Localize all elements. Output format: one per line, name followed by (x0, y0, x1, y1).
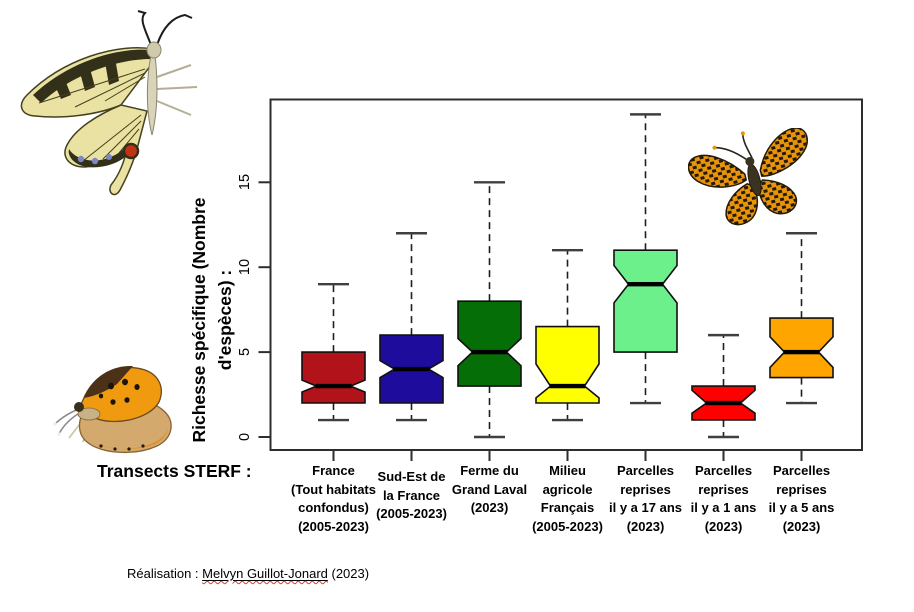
category-label-7: Parcelles reprises il y a 5 ans (2023) (769, 462, 835, 536)
median-line (783, 349, 820, 355)
attribution-author: Melvyn Guillot-Jonard (202, 566, 328, 581)
boxplot-2 (379, 232, 444, 461)
category-label-line: (2005-2023) (298, 518, 369, 534)
boxplot-6 (691, 333, 756, 461)
category-label-line: agricole (542, 481, 593, 497)
y-tick-label: 15 (237, 174, 253, 191)
attribution-text: Réalisation : Melvyn Guillot-Jonard (202… (127, 566, 369, 581)
category-label-line: (2023) (626, 518, 665, 534)
category-label-line: la France (382, 487, 441, 503)
category-label-line: Parcelles (694, 463, 753, 478)
boxplot-1 (301, 282, 366, 461)
median-line (705, 400, 742, 406)
category-label-line: (2023) (470, 500, 509, 516)
fritillary-butterfly (688, 128, 808, 226)
median-line (315, 383, 352, 389)
category-label-line: Parcelles (616, 463, 675, 478)
category-label-line: (2005-2023) (532, 518, 603, 534)
fritillary-butterfly-image (688, 128, 808, 226)
box (301, 351, 366, 404)
category-label-line: (2023) (782, 518, 821, 534)
category-label-3: Ferme du Grand Laval (2023) (452, 462, 527, 518)
swallowtail-butterfly-image (20, 10, 197, 196)
y-axis-title: Richesse spécifique (Nombre d'espèces) : (186, 197, 238, 442)
median-line (627, 281, 664, 287)
small-copper-butterfly (53, 365, 172, 454)
copper-butterfly-image (53, 365, 172, 454)
category-label-line: reprises (620, 481, 671, 497)
category-label-line: (2023) (704, 518, 743, 534)
category-label-line: confondus) (298, 500, 369, 516)
category-label-line: France (312, 463, 355, 478)
category-label-line: Français (540, 500, 595, 516)
boxplot-4 (535, 249, 600, 461)
attribution-prefix: Réalisation : (127, 566, 203, 581)
category-label-line: il y a 1 ans (690, 500, 757, 516)
category-label-line: reprises (776, 481, 827, 497)
category-label-line: (2005-2023) (376, 506, 447, 522)
category-label-line: il y a 17 ans (609, 500, 682, 516)
attribution-suffix: (2023) (327, 566, 370, 581)
category-label-1: France (Tout habitats confondus) (2005-2023… (291, 462, 376, 536)
category-label-4: Milieu agricole Français (2005-2023) (532, 462, 603, 536)
swallowtail-butterfly (20, 10, 197, 196)
category-label-line: reprises (698, 481, 749, 497)
category-label-line: Ferme du (460, 463, 519, 478)
y-axis-title-line2: d'espèces) : (215, 269, 235, 371)
y-tick-label: 10 (237, 259, 253, 276)
category-label-line: Grand Laval (451, 481, 528, 497)
category-label-5: Parcelles reprises il y a 17 ans (2023) (609, 462, 682, 536)
category-label-6: Parcelles reprises il y a 1 ans (2023) (691, 462, 757, 536)
y-tick-label: 5 (237, 348, 253, 357)
median-line (471, 349, 508, 355)
box (613, 249, 678, 353)
category-label-line: Sud-Est de (377, 469, 446, 484)
boxplot-7 (769, 232, 834, 461)
median-line (393, 366, 430, 372)
category-label-2: Sud-Est de la France (2005-2023) (376, 468, 447, 524)
boxplot-3 (457, 181, 522, 461)
category-label-line: Parcelles (772, 463, 831, 478)
box (457, 300, 522, 387)
box (769, 317, 834, 379)
category-label-line: Milieu (549, 463, 586, 478)
category-label-line: il y a 5 ans (768, 500, 835, 516)
category-label-line: (Tout habitats (291, 481, 376, 497)
y-tick-label: 0 (237, 432, 253, 442)
x-axis-title: Transects STERF : (97, 461, 252, 481)
box (535, 325, 600, 404)
boxplot-5 (613, 113, 678, 461)
median-line (549, 383, 586, 389)
y-axis-title-line1: Richesse spécifique (Nombre (189, 197, 209, 443)
